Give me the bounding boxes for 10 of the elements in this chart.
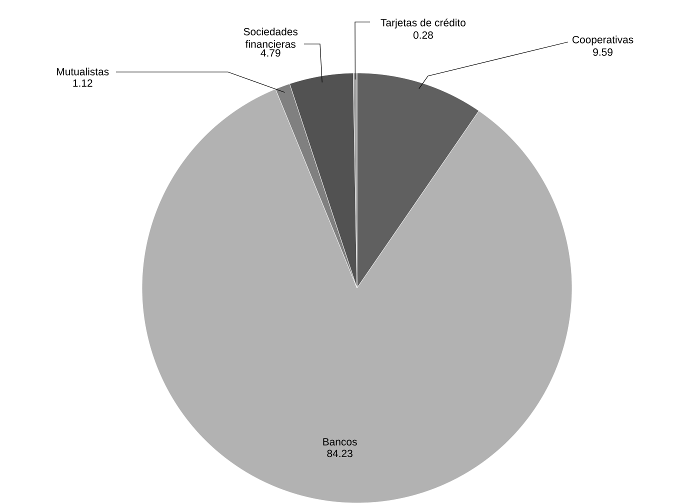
slice-label: Tarjetas de crédito xyxy=(380,18,466,28)
data-label: 0.28 xyxy=(413,31,433,39)
slice-label: Cooperativas xyxy=(572,36,634,46)
data-label: 1.12 xyxy=(73,79,92,87)
slice-label: Bancos xyxy=(323,438,357,446)
slice-label: Sociedades financieras xyxy=(244,28,298,48)
slice-label: Mutualistas xyxy=(57,68,109,76)
data-label: 9.59 xyxy=(593,48,612,56)
data-label: 4.79 xyxy=(260,49,280,57)
data-label: 84.23 xyxy=(327,450,352,458)
